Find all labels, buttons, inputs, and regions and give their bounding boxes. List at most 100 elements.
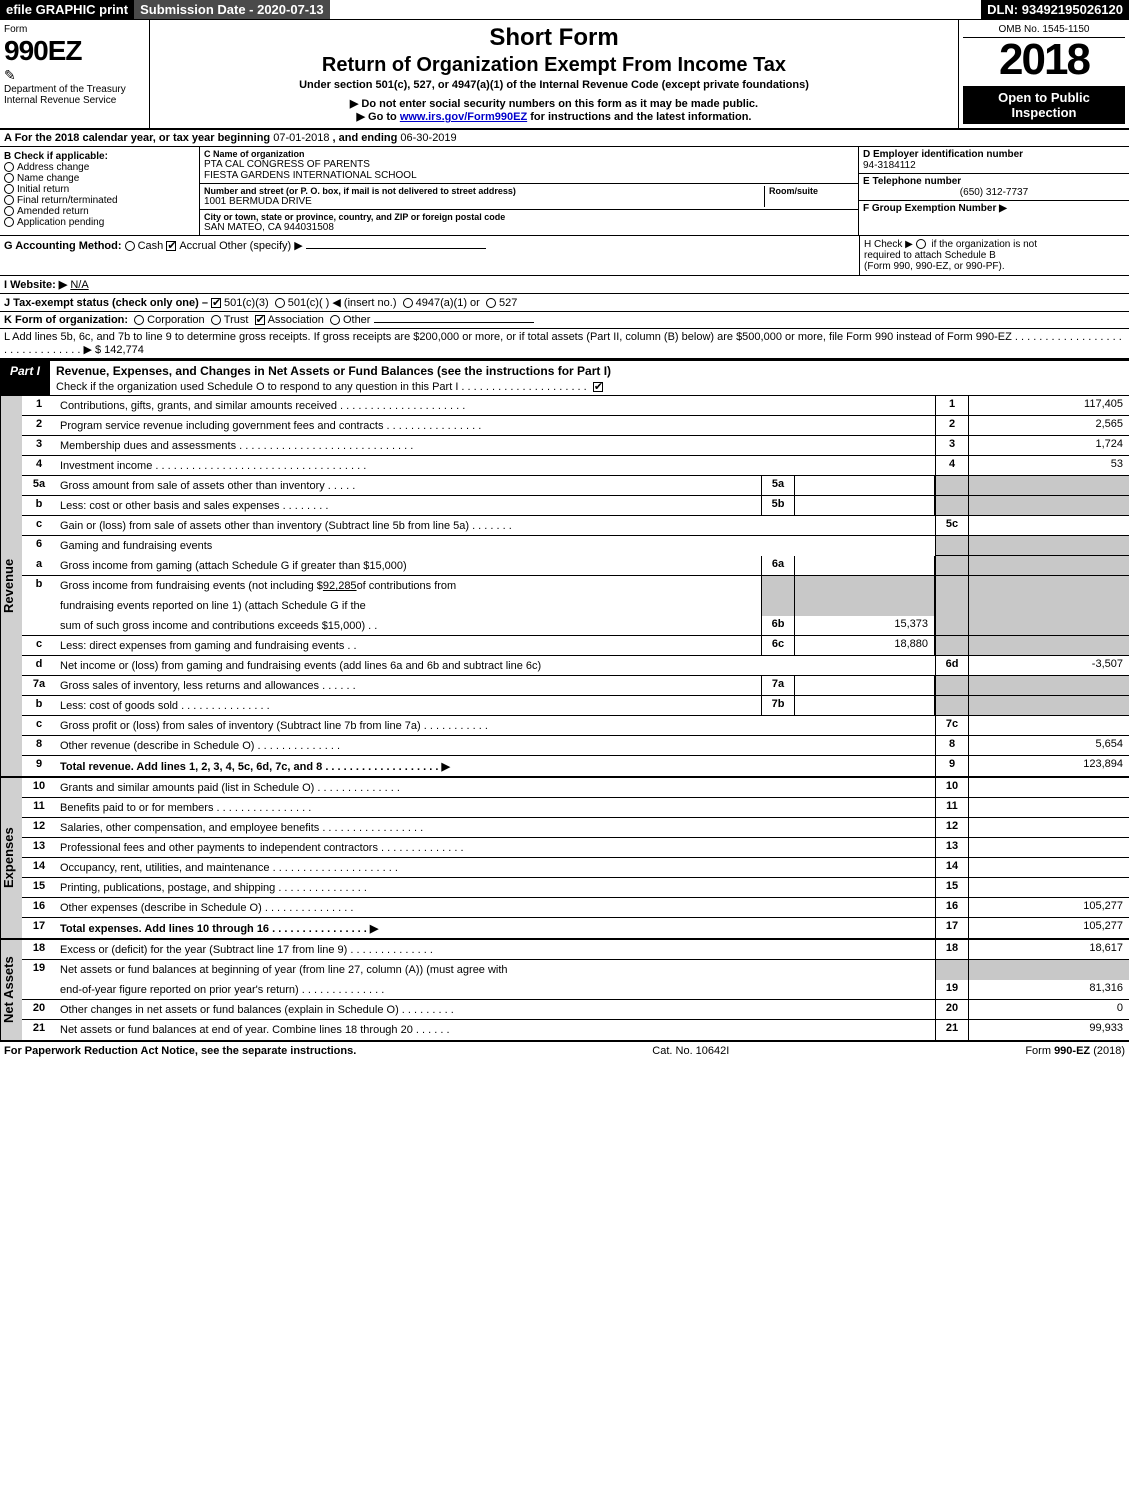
line-1: 1 Contributions, gifts, grants, and simi… <box>22 396 1129 416</box>
l6b-pre: Gross income from fundraising events (no… <box>60 580 323 592</box>
k-assoc-check[interactable] <box>255 315 265 325</box>
line-a-mid: , and ending <box>333 132 401 144</box>
k-other-radio[interactable] <box>330 315 340 325</box>
l1-num: 1 <box>22 396 56 415</box>
revenue-section: Revenue 1 Contributions, gifts, grants, … <box>0 396 1129 778</box>
line-l: L Add lines 5b, 6c, and 7b to line 9 to … <box>0 329 1129 359</box>
l9-rn: 9 <box>935 756 969 776</box>
j-4947-radio[interactable] <box>403 298 413 308</box>
b-item[interactable]: Address change <box>4 162 195 173</box>
l2-desc: Program service revenue including govern… <box>56 416 935 435</box>
line-6a: a Gross income from gaming (attach Sched… <box>22 556 1129 576</box>
line-6: 6 Gaming and fundraising events <box>22 536 1129 556</box>
b-item[interactable]: Name change <box>4 173 195 184</box>
l13-desc: Professional fees and other payments to … <box>56 838 935 857</box>
short-form-title: Short Form <box>158 24 950 52</box>
b-item[interactable]: Initial return <box>4 184 195 195</box>
l5c-val <box>969 516 1129 535</box>
l3-num: 3 <box>22 436 56 455</box>
l3-rn: 3 <box>935 436 969 455</box>
l6a-mn: 6a <box>761 556 795 575</box>
l7a-num: 7a <box>22 676 56 695</box>
l5b-num: b <box>22 496 56 515</box>
b-item[interactable]: Amended return <box>4 206 195 217</box>
l13-num: 13 <box>22 838 56 857</box>
expenses-label: Expenses <box>0 778 22 938</box>
l20-val: 0 <box>969 1000 1129 1019</box>
l7b-gray3 <box>935 696 969 715</box>
box-d-label: D Employer identification number <box>863 149 1125 160</box>
b-item[interactable]: Final return/terminated <box>4 195 195 206</box>
part1-label: Part I <box>0 361 50 395</box>
box-c-label: C Name of organization <box>204 149 854 159</box>
l6c-mv: 18,880 <box>795 636 935 655</box>
j-527-radio[interactable] <box>486 298 496 308</box>
l7b-gray4 <box>969 696 1129 715</box>
line-12: 12 Salaries, other compensation, and emp… <box>22 818 1129 838</box>
l13-val <box>969 838 1129 857</box>
part1-title: Revenue, Expenses, and Changes in Net As… <box>50 361 1129 381</box>
l5b-mn: 5b <box>761 496 795 515</box>
j-501c: 501(c)( ) ◀ (insert no.) <box>288 297 397 309</box>
line-i: I Website: ▶ N/A <box>0 276 1129 294</box>
l20-num: 20 <box>22 1000 56 1019</box>
l2-num: 2 <box>22 416 56 435</box>
line-6c: c Less: direct expenses from gaming and … <box>22 636 1129 656</box>
j-501c3: 501(c)(3) <box>224 297 269 309</box>
g-cash-radio[interactable] <box>125 241 135 251</box>
k-trust-radio[interactable] <box>211 315 221 325</box>
j-501c-radio[interactable] <box>275 298 285 308</box>
l4-rn: 4 <box>935 456 969 475</box>
box-b: B Check if applicable: Address change Na… <box>0 147 200 235</box>
h-line2: required to attach Schedule B <box>864 250 996 261</box>
l10-num: 10 <box>22 778 56 797</box>
l21-rn: 21 <box>935 1020 969 1040</box>
l6b-gray3 <box>935 576 969 596</box>
l7b-mv <box>795 696 935 715</box>
open-public: Open to Public Inspection <box>963 86 1125 124</box>
goto-post: for instructions and the latest informat… <box>530 111 751 123</box>
l15-desc: Printing, publications, postage, and shi… <box>56 878 935 897</box>
l7a-gray3 <box>935 676 969 695</box>
b-name-change: Name change <box>17 173 79 184</box>
k-label: K Form of organization: <box>4 314 128 326</box>
line-6d: d Net income or (loss) from gaming and f… <box>22 656 1129 676</box>
l20-rn: 20 <box>935 1000 969 1019</box>
efile-label: efile GRAPHIC print <box>0 0 134 19</box>
h-check[interactable] <box>916 239 926 249</box>
l6b2-gray3 <box>935 596 969 616</box>
line-a: A For the 2018 calendar year, or tax yea… <box>0 130 1129 147</box>
l6b-num: b <box>22 576 56 596</box>
l6c-gray4 <box>969 636 1129 655</box>
l12-val <box>969 818 1129 837</box>
l1-desc: Contributions, gifts, grants, and simila… <box>56 396 935 415</box>
l15-val <box>969 878 1129 897</box>
l14-num: 14 <box>22 858 56 877</box>
b-item[interactable]: Application pending <box>4 217 195 228</box>
l4-num: 4 <box>22 456 56 475</box>
l19b-rn: 19 <box>935 980 969 999</box>
g-label: G Accounting Method: <box>4 240 122 252</box>
header-center: Short Form Return of Organization Exempt… <box>150 20 959 128</box>
l11-rn: 11 <box>935 798 969 817</box>
l6a-num: a <box>22 556 56 575</box>
l5c-desc: Gain or (loss) from sale of assets other… <box>56 516 935 535</box>
l5a-desc: Gross amount from sale of assets other t… <box>56 476 761 495</box>
l5b-desc: Less: cost or other basis and sales expe… <box>56 496 761 515</box>
l9-num: 9 <box>22 756 56 776</box>
goto-link[interactable]: www.irs.gov/Form990EZ <box>400 111 527 123</box>
l6c-gray3 <box>935 636 969 655</box>
row-g-h: G Accounting Method: Cash Accrual Other … <box>0 236 1129 276</box>
j-501c3-check[interactable] <box>211 298 221 308</box>
l20-desc: Other changes in net assets or fund bala… <box>56 1000 935 1019</box>
k-corp-radio[interactable] <box>134 315 144 325</box>
part1-schedule-o-check[interactable] <box>593 382 603 392</box>
g-accrual-check[interactable] <box>166 241 176 251</box>
line-h: H Check ▶ if the organization is not req… <box>859 236 1129 275</box>
l13-rn: 13 <box>935 838 969 857</box>
city-label: City or town, state or province, country… <box>204 212 854 222</box>
l7a-mv <box>795 676 935 695</box>
l19b-desc: end-of-year figure reported on prior yea… <box>56 980 935 999</box>
l6b-post1: of contributions from <box>357 580 457 592</box>
l6d-num: d <box>22 656 56 675</box>
